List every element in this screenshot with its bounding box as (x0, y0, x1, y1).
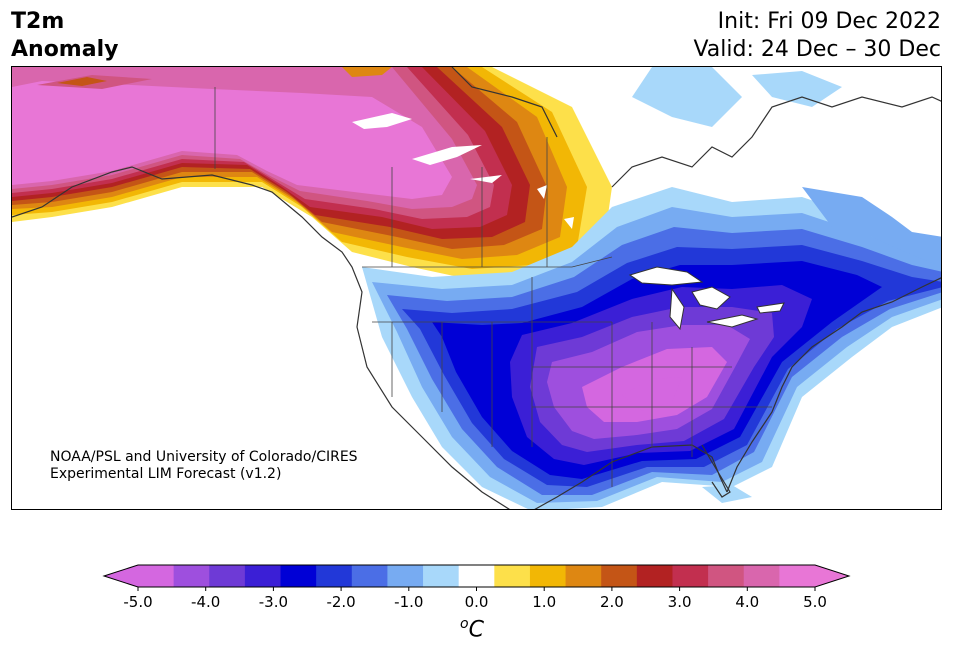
colorbar-swatch (423, 565, 460, 587)
colorbar-tick-label: -2.0 (326, 593, 355, 611)
colorbar-tick-label: 5.0 (803, 593, 827, 611)
map-title: T2m Anomaly (11, 8, 118, 64)
colorbar-swatch (636, 565, 673, 587)
colorbar-unit: oC (460, 616, 484, 642)
colorbar-swatch (387, 565, 424, 587)
colorbar-swatch (280, 565, 317, 587)
great-lakes (628, 266, 785, 331)
colorbar-tick-label: -5.0 (123, 593, 152, 611)
title-line-1: T2m (11, 9, 65, 34)
colorbar-tick-label: 3.0 (668, 593, 692, 611)
valid-dates: Valid: 24 Dec – 30 Dec (693, 37, 941, 62)
colorbar-swatch (458, 565, 495, 587)
colorbar-swatch (351, 565, 388, 587)
cold-anomaly-region (362, 67, 941, 509)
colorbar-swatch (672, 565, 709, 587)
map-credit: NOAA/PSL and University of Colorado/CIRE… (50, 449, 358, 483)
init-date: Init: Fri 09 Dec 2022 (717, 9, 941, 34)
colorbar-tick-label: 1.0 (532, 593, 556, 611)
colorbar-swatch (708, 565, 745, 587)
colorbar-swatch (316, 565, 353, 587)
anomaly-map: NOAA/PSL and University of Colorado/CIRE… (11, 66, 942, 510)
colorbar-canvas: -5.0 -4.0 -3.0 -2.0 -1.0 0.0 1.0 2.0 3.0 4.0 5.0 (102, 564, 851, 611)
warm-anomaly-region (12, 67, 612, 282)
florida-coast (701, 444, 731, 498)
colorbar-tick-label: -3.0 (259, 593, 288, 611)
unit-superscript: o (460, 616, 469, 632)
map-canvas (12, 67, 941, 509)
colorbar-swatch (209, 565, 246, 587)
colorbar-swatch (494, 565, 531, 587)
colorbar: -5.0 -4.0 -3.0 -2.0 -1.0 0.0 1.0 2.0 3.0 4.0 5.0 (0, 560, 953, 650)
colorbar-tick-label: -1.0 (394, 593, 423, 611)
canadian-lakes (352, 113, 574, 229)
colorbar-tick-label: -4.0 (191, 593, 220, 611)
colorbar-swatch (601, 565, 638, 587)
forecast-dates: Init: Fri 09 Dec 2022 Valid: 24 Dec – 30… (693, 8, 941, 64)
credit-line-2: Experimental LIM Forecast (v1.2) (50, 466, 282, 482)
colorbar-swatch (743, 565, 780, 587)
colorbar-swatch (244, 565, 282, 587)
colorbar-extend-high (815, 565, 849, 587)
credit-line-1: NOAA/PSL and University of Colorado/CIRE… (50, 449, 358, 465)
colorbar-swatch (779, 565, 816, 587)
colorbar-tick-label: 4.0 (735, 593, 759, 611)
colorbar-swatch (173, 565, 210, 587)
title-line-2: Anomaly (11, 37, 119, 62)
colorbar-swatch (529, 565, 567, 587)
unit-base: C (468, 617, 484, 643)
political-borders (214, 87, 772, 487)
colorbar-extend-low (104, 565, 138, 587)
colorbar-tick-label: 2.0 (600, 593, 624, 611)
colorbar-swatch (138, 565, 175, 587)
colorbar-swatch (565, 565, 602, 587)
colorbar-tick-label: 0.0 (465, 593, 489, 611)
